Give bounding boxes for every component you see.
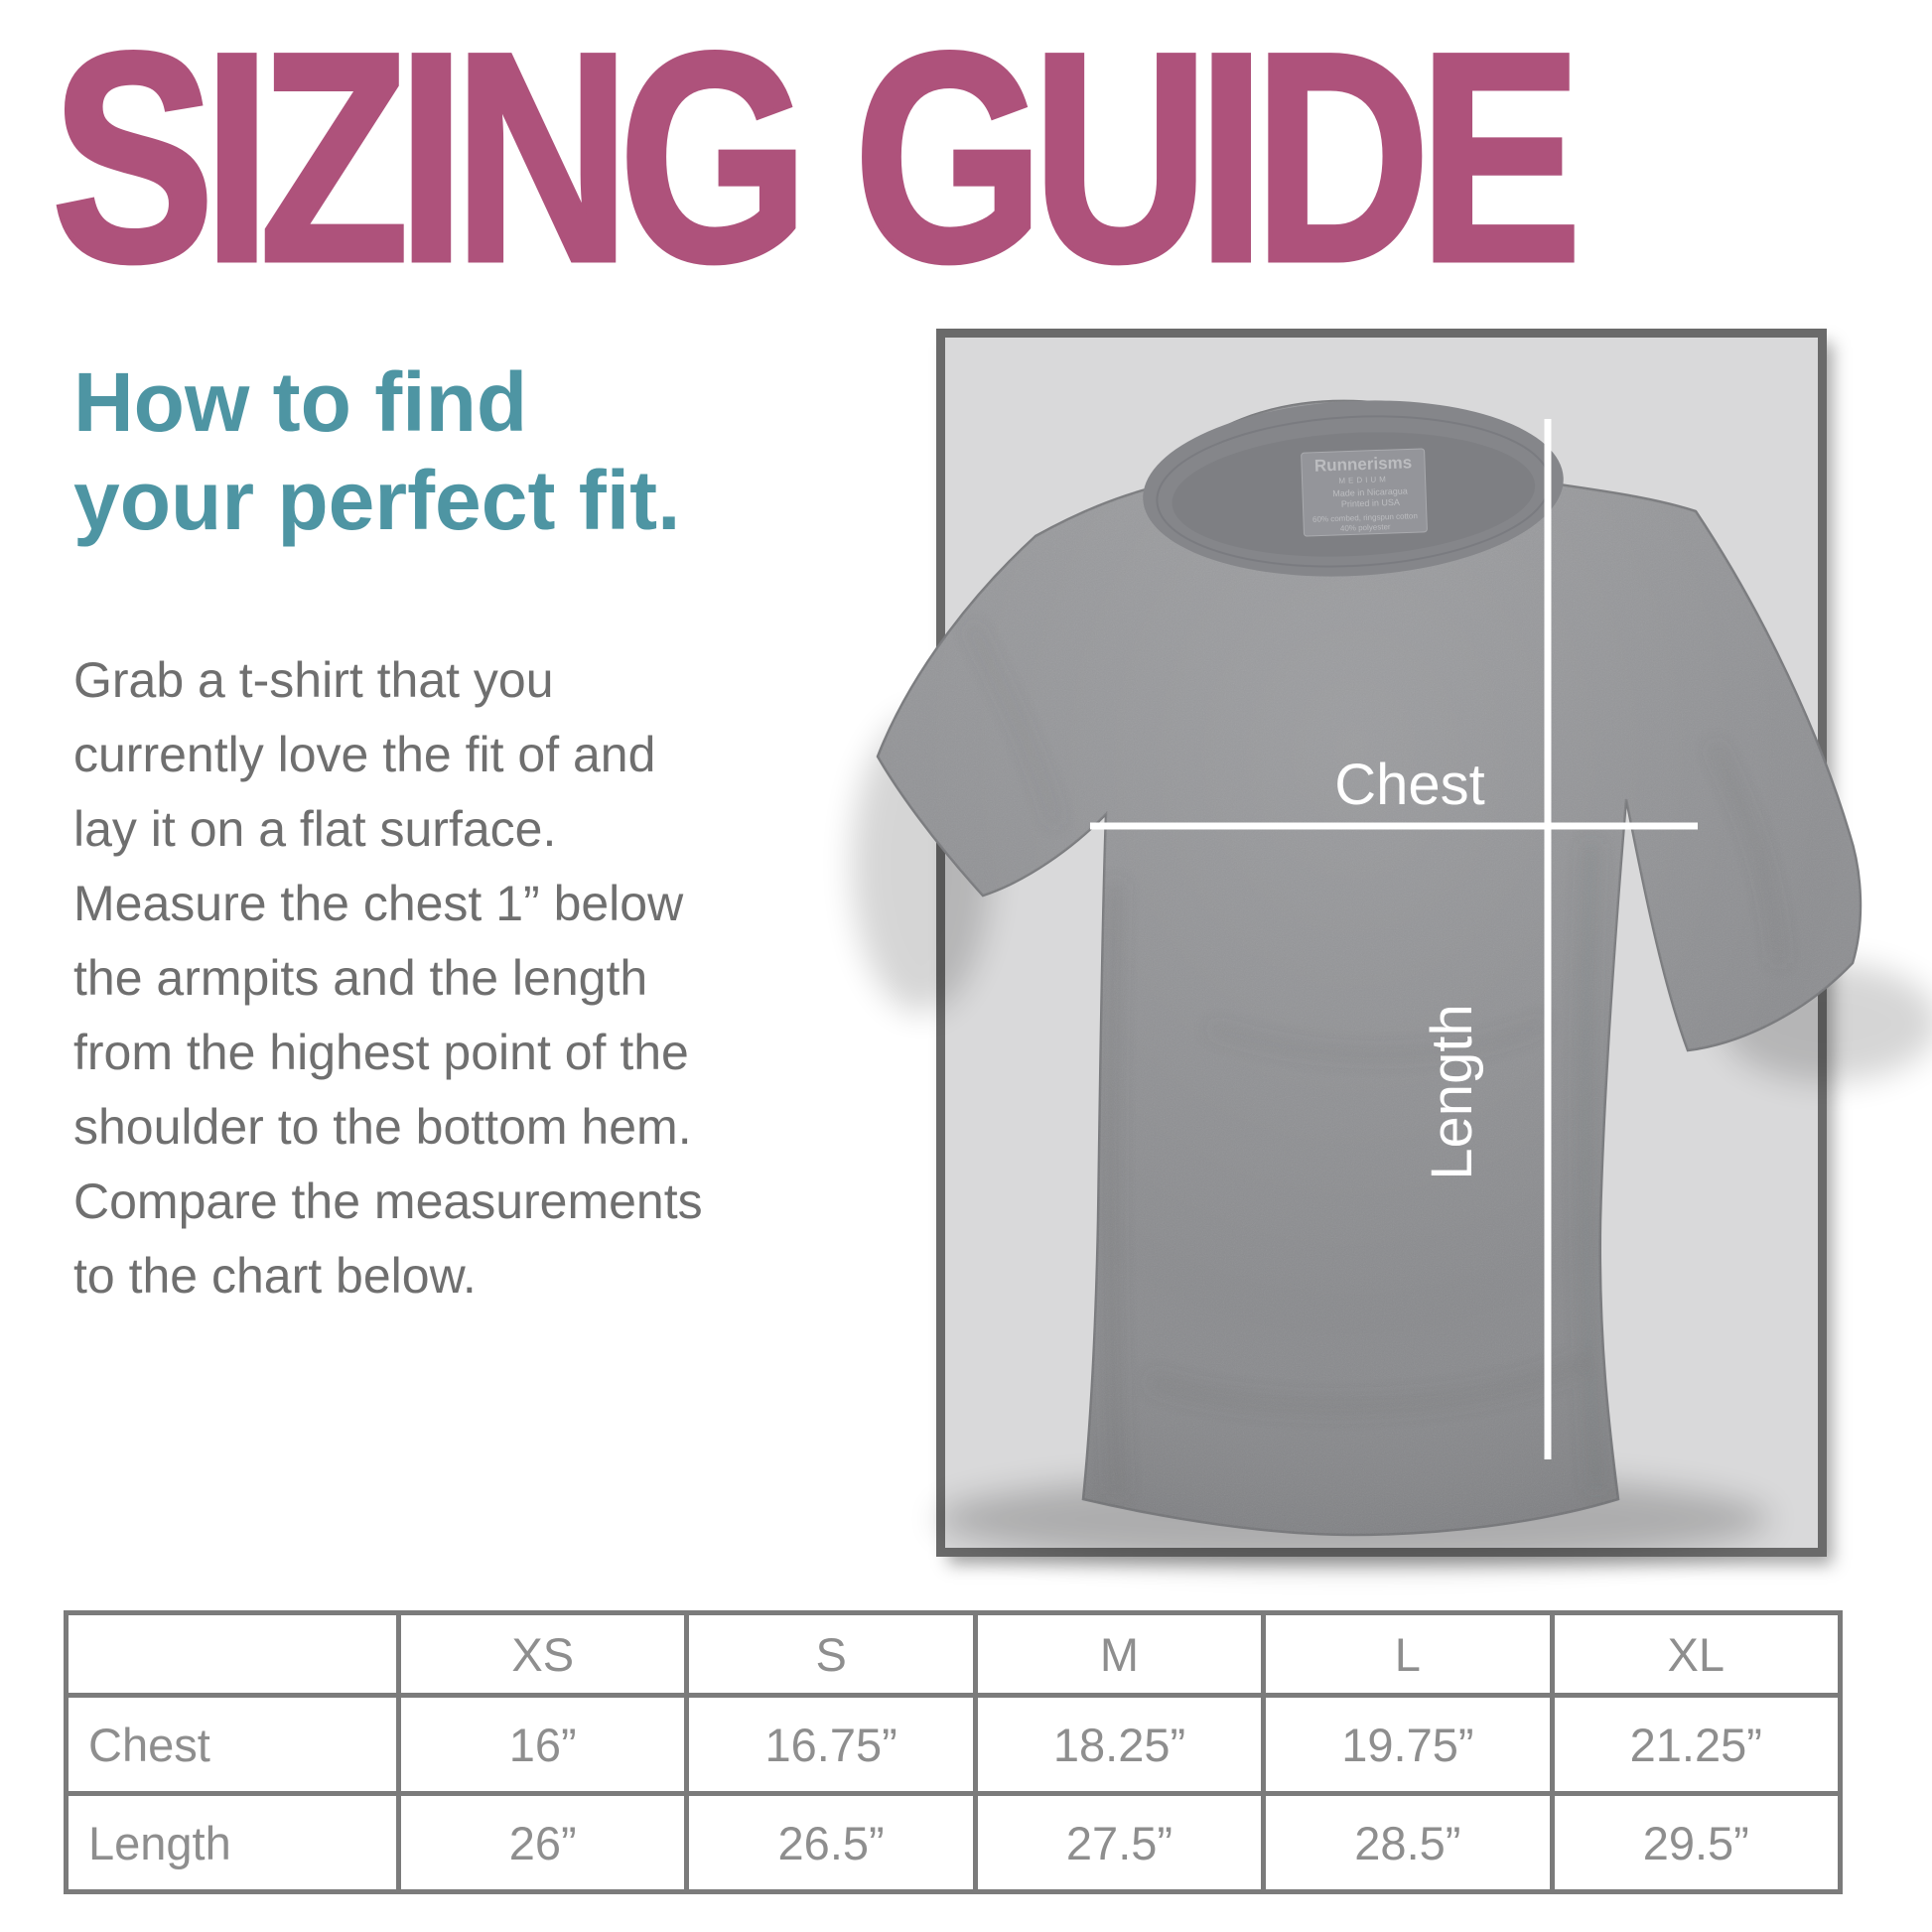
chest-value-xl: 21.25”: [1549, 1693, 1844, 1796]
size-column-header-xs: XS: [396, 1610, 690, 1698]
chest-row-label: Chest: [63, 1693, 402, 1796]
length-value-l: 28.5”: [1261, 1791, 1555, 1894]
intro-paragraph: Grab a t-shirt that you currently love t…: [73, 643, 703, 1313]
chest-value-m: 18.25”: [972, 1693, 1267, 1796]
intro-heading-line-2: your perfect fit.: [73, 454, 681, 548]
tag-brand: Runnerisms: [1314, 453, 1413, 475]
tag-size: MEDIUM: [1338, 475, 1389, 485]
tag-origin-1: Made in Nicaragua: [1332, 485, 1408, 498]
tag-material-2: 40% polyester: [1340, 522, 1391, 533]
size-column-header-s: S: [684, 1610, 978, 1698]
length-value-s: 26.5”: [684, 1791, 978, 1894]
length-value-xl: 29.5”: [1549, 1791, 1844, 1894]
paragraph-line: Measure the chest 1” below: [73, 876, 684, 931]
paragraph-line: Compare the measurements: [73, 1173, 703, 1229]
page-title: SIZING GUIDE: [50, 0, 1584, 324]
paragraph-line: Grab a t-shirt that you: [73, 652, 554, 708]
chest-value-s: 16.75”: [684, 1693, 978, 1796]
size-column-header-xl: XL: [1549, 1610, 1844, 1698]
length-row-label: Length: [63, 1791, 402, 1894]
paragraph-line: currently love the fit of and: [73, 727, 656, 782]
tag-material-1: 60% combed, ringspun cotton: [1312, 511, 1418, 524]
paragraph-line: to the chart below.: [73, 1248, 477, 1304]
paragraph-line: from the highest point of the: [73, 1025, 689, 1080]
tshirt-measurement-diagram: Runnerisms MEDIUM Made in Nicaragua Prin…: [852, 399, 1932, 1565]
size-chart-corner-cell: [63, 1610, 402, 1698]
size-chart-table: XS S M L XL Chest 16” 16.75” 18.25” 19.7…: [63, 1610, 1844, 1894]
paragraph-line: the armpits and the length: [73, 950, 648, 1006]
tshirt-neck-tag: Runnerisms MEDIUM Made in Nicaragua Prin…: [1301, 448, 1428, 537]
length-value-xs: 26”: [396, 1791, 690, 1894]
chest-row: Chest 16” 16.75” 18.25” 19.75” 21.25”: [63, 1693, 1844, 1796]
size-column-header-m: M: [972, 1610, 1267, 1698]
length-value-m: 27.5”: [972, 1791, 1267, 1894]
paragraph-line: lay it on a flat surface.: [73, 801, 557, 857]
chest-value-l: 19.75”: [1261, 1693, 1555, 1796]
tag-origin-2: Printed in USA: [1341, 497, 1400, 509]
length-measure-label: Length: [1420, 1004, 1484, 1179]
chest-value-xs: 16”: [396, 1693, 690, 1796]
size-column-header-l: L: [1261, 1610, 1555, 1698]
length-row: Length 26” 26.5” 27.5” 28.5” 29.5”: [63, 1791, 1844, 1894]
chest-measure-label: Chest: [1334, 753, 1485, 817]
paragraph-line: shoulder to the bottom hem.: [73, 1099, 692, 1155]
intro-heading-line-1: How to find: [73, 355, 528, 449]
intro-heading: How to find your perfect fit.: [73, 353, 680, 550]
size-chart-header-row: XS S M L XL: [63, 1610, 1844, 1698]
